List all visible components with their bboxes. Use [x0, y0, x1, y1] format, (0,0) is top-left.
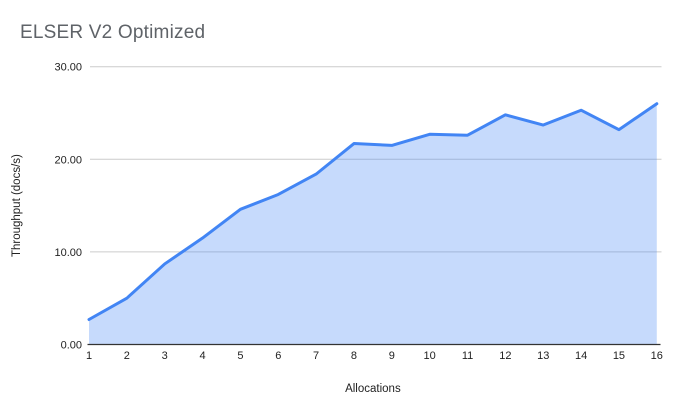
x-tick-label: 14: [575, 350, 587, 362]
x-tick-label: 10: [424, 350, 436, 362]
x-tick-label: 2: [124, 350, 130, 362]
x-tick-label: 1: [86, 350, 92, 362]
y-tick-label: 0.00: [61, 340, 82, 352]
x-tick-label: 7: [313, 350, 319, 362]
x-tick-label: 15: [613, 350, 625, 362]
x-tick-label: 16: [651, 350, 663, 362]
y-tick-label: 10.00: [54, 247, 82, 259]
x-tick-label: 12: [499, 350, 511, 362]
x-axis-title: Allocations: [345, 383, 401, 395]
area-fill: [89, 103, 657, 345]
x-tick-label: 11: [462, 350, 473, 362]
chart-title: ELSER V2 Optimized: [20, 22, 206, 43]
x-tick-label: 9: [389, 350, 395, 362]
x-tick-label: 4: [199, 350, 205, 362]
x-tick-label: 8: [351, 350, 357, 362]
x-tick-label: 5: [237, 350, 243, 362]
y-axis-title: Throughput (docs/s): [11, 154, 23, 257]
y-tick-label: 30.00: [54, 62, 82, 74]
series-line: [87, 102, 659, 321]
y-tick-label: 20.00: [54, 154, 82, 166]
x-tick-label: 13: [537, 350, 549, 362]
x-tick-label: 3: [162, 350, 168, 362]
x-tick-label: 6: [275, 350, 281, 362]
